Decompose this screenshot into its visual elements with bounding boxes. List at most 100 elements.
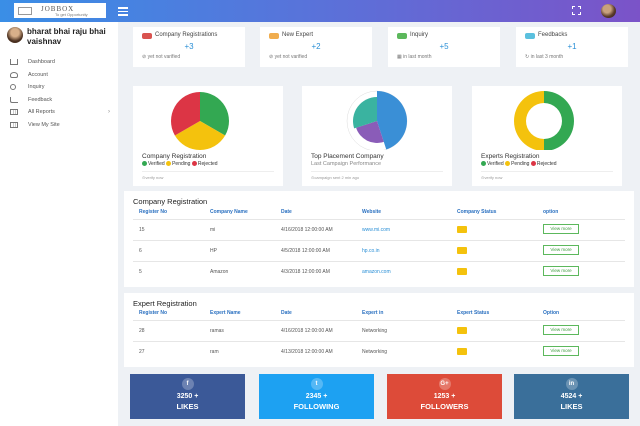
twitter-icon: t [310,378,323,390]
view-more-button[interactable]: View more [543,245,579,255]
sidebar-item-label: Dashboard [28,59,55,65]
cell-company-name: HP [210,248,217,254]
status-badge[interactable] [457,226,467,233]
legend-pending: Pending [511,161,530,167]
website-link[interactable]: hp.co.in [362,248,380,254]
status-badge[interactable] [457,348,467,355]
company-registration-chart-card: Company Registration Verified Pending Re… [133,86,283,186]
stat-card-company-registrations[interactable]: Company Registrations +3 ⊘ yet not varif… [133,27,245,67]
cell-expert-in: Networking [362,328,388,334]
sidebar-item-feedback[interactable]: Feedback [0,94,118,107]
chart-title: Top Placement Company [311,153,384,160]
cell-register-no: 15 [139,227,145,233]
chart-footer-link[interactable]: ⊙verify now [142,175,164,180]
jobbox-logo[interactable]: JOBBOX To get Opportunity [14,3,106,18]
view-more-button[interactable]: View more [543,266,579,276]
sidebar-nav: Dashboard Account Inquiry Feedback All R… [0,56,118,131]
view-more-button[interactable]: View more [543,325,579,335]
view-more-button[interactable]: View more [543,346,579,356]
linkedin-likes-tile[interactable]: in 4524 + LIKES [514,374,629,419]
pie-slice-segment-2 [356,121,384,143]
social-label: LIKES [176,402,199,411]
stat-sub: ⊘ yet not varified [142,54,181,60]
col-website: Website [362,209,382,215]
social-label: FOLLOWING [293,402,340,411]
stat-title: New Expert [282,32,314,38]
social-count: 2345 + [305,393,328,400]
sidebar-item-inquiry[interactable]: Inquiry [0,81,118,94]
social-count: 1253 + [433,393,456,400]
website-link[interactable]: amazon.com [362,269,391,275]
col-option: Option [543,310,560,316]
stat-sub: ↻ in last 3 month [525,54,564,60]
twitter-following-tile[interactable]: t 2345 + FOLLOWING [259,374,374,419]
col-company-status: Company Status [457,209,497,215]
view-more-button[interactable]: View more [543,224,579,234]
status-badge[interactable] [457,247,467,254]
chart-legend: Verified Pending Rejected [481,161,557,167]
chart-footer-link[interactable]: ⊙verify now [481,175,503,180]
divider [142,171,274,172]
social-label: FOLLOWERS [420,402,469,411]
social-label: LIKES [560,402,583,411]
legend-pending: Pending [172,161,191,167]
sidebar: bharat bhai raju bhai vaishnav Dashboard… [0,22,118,426]
fullscreen-icon[interactable] [572,6,581,15]
col-company-name: Company Name [210,209,248,215]
table-row: 28 ramas 4/16/2018 12:00:00 AM Networkin… [133,320,625,340]
legend-pending-dot [166,161,172,166]
stat-title: Feedbacks [538,32,568,38]
chart-title: Experts Registration [481,153,540,160]
user-avatar-menu[interactable] [601,4,616,18]
sidebar-item-dashboard[interactable]: Dashboard [0,56,118,69]
legend-verified-dot [142,161,147,166]
status-badge[interactable] [457,268,467,275]
col-register-no: Register No [139,310,168,316]
chart-title: Company Registration [142,153,207,160]
google-plus-followers-tile[interactable]: G+ 1253 + FOLLOWERS [387,374,502,419]
stat-value: +1 [567,42,577,51]
handshake-icon [269,33,279,39]
expert-table: Register No Expert Name Date Expert in E… [133,310,625,365]
stat-card-feedbacks[interactable]: Feedbacks +1 ↻ in last 3 month [516,27,628,67]
pie-slice-rejected [171,92,200,136]
logo-mark-icon [18,7,32,15]
cell-date: 4/3/2018 12:00:00 AM [281,269,330,275]
pie-slice-pending [514,91,544,150]
sidebar-item-label: Feedback [28,96,53,103]
sidebar-item-label: Account [28,71,48,78]
stat-sub: ⊘ yet not varified [269,54,308,60]
facebook-likes-tile[interactable]: f 3250 + LIKES [130,374,245,419]
website-link[interactable]: www.mi.com [362,227,391,233]
sidebar-item-all-reports[interactable]: All Reports › [0,106,118,119]
chart-legend: Verified Pending Rejected [142,161,218,167]
pie-slice-segment-1 [377,91,408,150]
sidebar-item-account[interactable]: Account [0,69,118,82]
chevron-right-icon: › [108,109,110,115]
logo-text: JOBBOX [41,5,75,13]
col-date: Date [281,310,292,316]
dashboard-icon [10,59,18,65]
sidebar-item-view-my-site[interactable]: View My Site [0,119,118,132]
menu-toggle-icon[interactable] [118,7,128,16]
legend-verified: Verified [487,161,504,167]
stat-card-new-expert[interactable]: New Expert +2 ⊘ yet not varified [260,27,372,67]
legend-rejected: Rejected [197,161,218,167]
stat-card-inquiry[interactable]: Inquiry +5 ▦ in last month [388,27,500,67]
table-title: Company Registration [133,197,208,206]
expert-registration-table-card: Expert Registration Register No Expert N… [124,293,634,367]
linkedin-icon: in [565,378,578,390]
google-plus-icon: G+ [438,378,451,390]
cell-register-no: 27 [139,349,145,355]
stat-sub: ▦ in last month [397,54,432,60]
cell-register-no: 28 [139,328,145,334]
stat-value: +2 [311,42,321,51]
sidebar-item-label: Inquiry [28,84,45,90]
top-placement-chart [346,90,408,150]
divider [311,171,443,172]
status-badge[interactable] [457,327,467,334]
legend-rejected: Rejected [536,161,557,167]
col-option: option [543,209,559,215]
stat-value: +5 [439,42,449,51]
cell-date: 4/13/2018 12:00:00 AM [281,349,333,355]
